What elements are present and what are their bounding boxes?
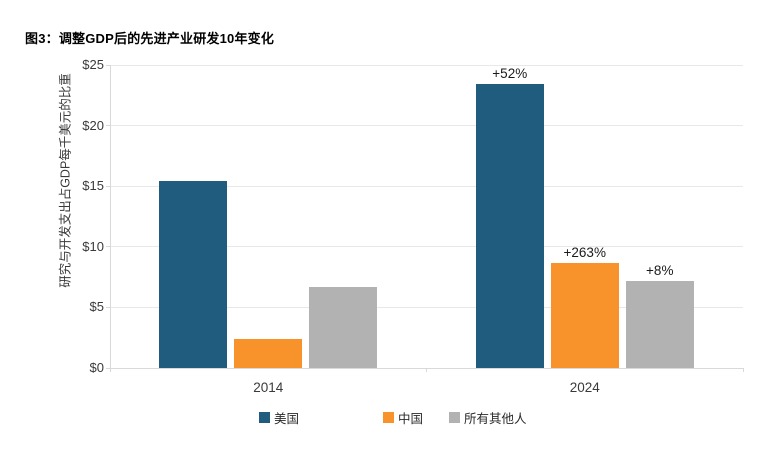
y-tickmark bbox=[106, 125, 110, 127]
bar-2014-series2 bbox=[309, 286, 378, 368]
bar-2014-series0 bbox=[159, 181, 228, 368]
y-tick-label: $0 bbox=[89, 360, 104, 375]
legend-label: 美国 bbox=[274, 412, 300, 426]
bar-2024-series0 bbox=[475, 84, 544, 368]
horizontal-gridline bbox=[110, 185, 743, 187]
legend-swatch-icon bbox=[449, 412, 460, 423]
x-category-label: 2024 bbox=[569, 380, 600, 395]
horizontal-gridline bbox=[110, 306, 743, 308]
legend-label: 所有其他人 bbox=[464, 412, 527, 426]
legend-item-series1: 中国 bbox=[383, 411, 424, 426]
x-tickmark bbox=[109, 368, 111, 372]
bar-2014-series1 bbox=[234, 338, 303, 368]
bar-annotation: +8% bbox=[646, 262, 674, 278]
bar-annotation: +52% bbox=[492, 66, 528, 82]
horizontal-gridline bbox=[110, 246, 743, 248]
y-tick-label: $20 bbox=[82, 117, 104, 133]
y-tick-label: $10 bbox=[82, 238, 104, 254]
y-tick-label: $15 bbox=[82, 178, 104, 194]
horizontal-gridline bbox=[110, 125, 743, 127]
horizontal-gridline bbox=[110, 64, 743, 66]
chart-title: 图3：调整GDP后的先进产业研发10年变化 bbox=[25, 31, 275, 46]
y-tickmark bbox=[106, 185, 110, 187]
y-tickmark bbox=[106, 246, 110, 248]
x-category-label: 2014 bbox=[253, 380, 284, 395]
legend-item-series0: 美国 bbox=[259, 411, 300, 426]
legend-label: 中国 bbox=[398, 412, 424, 426]
y-tick-label: $25 bbox=[82, 57, 104, 72]
bar-2024-series1 bbox=[550, 262, 619, 368]
legend-swatch-icon bbox=[383, 412, 394, 423]
x-tickmark bbox=[426, 368, 427, 372]
legend-item-series2: 所有其他人 bbox=[449, 411, 527, 426]
bar-annotation: +263% bbox=[563, 244, 606, 260]
y-axis-line bbox=[109, 65, 111, 368]
y-tickmark bbox=[106, 367, 110, 369]
x-tickmark bbox=[742, 368, 744, 372]
legend-swatch-icon bbox=[259, 412, 270, 423]
y-tickmark bbox=[106, 64, 110, 66]
y-tickmark bbox=[106, 306, 110, 308]
bar-2024-series2 bbox=[625, 280, 694, 368]
y-tick-label: $5 bbox=[89, 299, 104, 315]
